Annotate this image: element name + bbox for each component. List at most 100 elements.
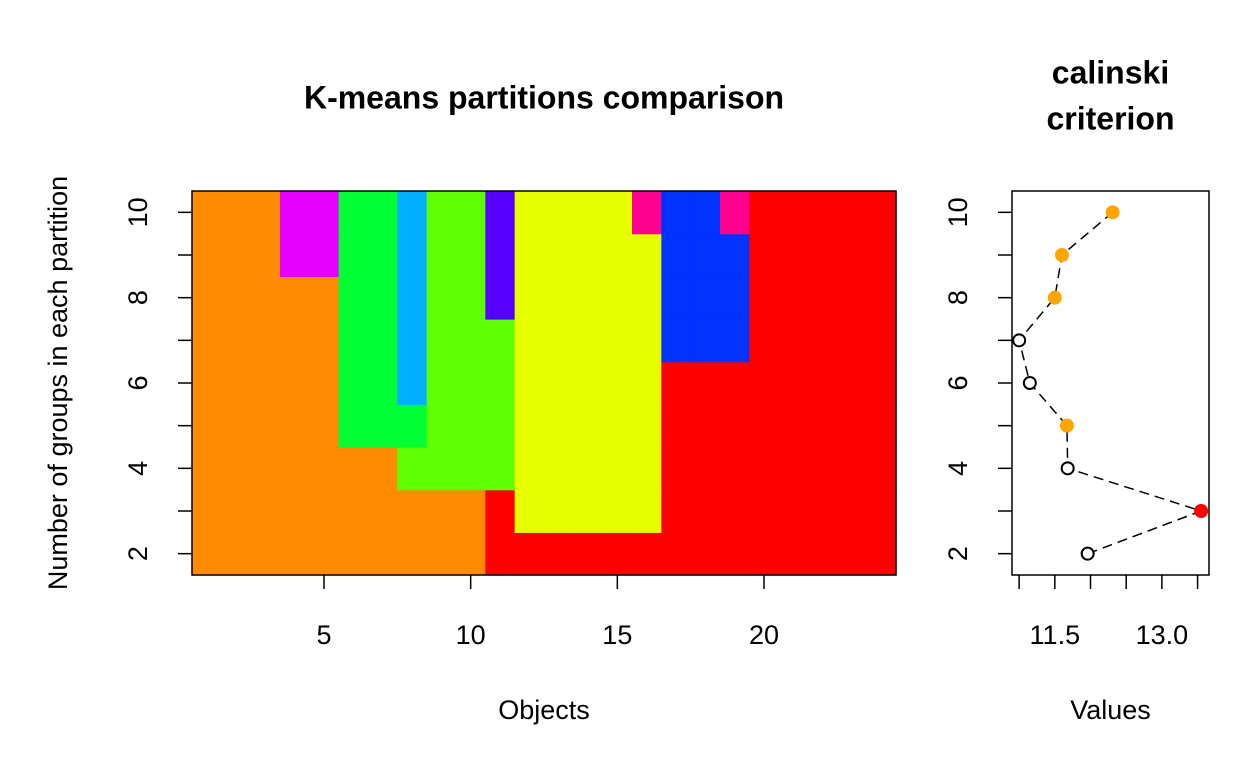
cell (250, 532, 281, 576)
cell (720, 191, 750, 235)
point (1022, 376, 1037, 390)
cell (544, 532, 574, 576)
cell (602, 276, 633, 320)
cell (456, 447, 486, 491)
cell (778, 191, 809, 235)
cell (866, 319, 897, 363)
cell (280, 233, 310, 277)
cell (632, 361, 662, 405)
cell (837, 361, 868, 405)
cell (808, 233, 838, 277)
cell (808, 489, 838, 533)
cell (720, 233, 750, 277)
cell (749, 532, 780, 576)
point (1054, 248, 1069, 262)
cell (309, 361, 340, 405)
cell (573, 319, 604, 363)
x-axis-label: Objects (498, 695, 590, 725)
cell (221, 233, 252, 277)
cell (544, 404, 574, 448)
cell (514, 233, 545, 277)
cell (573, 489, 604, 533)
cell (221, 191, 252, 235)
cell (280, 319, 310, 363)
cell (720, 319, 750, 363)
point (1059, 418, 1074, 433)
y-tick-label: 2 (943, 546, 973, 561)
cell (778, 319, 809, 363)
cell (250, 361, 281, 405)
cell (485, 233, 516, 277)
cell (632, 404, 662, 448)
cell (632, 276, 662, 320)
cell (661, 233, 692, 277)
cell (192, 447, 222, 491)
cell (690, 532, 721, 576)
cell (720, 361, 750, 405)
cell (778, 447, 809, 491)
cell (192, 532, 222, 576)
cell (602, 361, 633, 405)
cell (837, 489, 868, 533)
cell (602, 233, 633, 277)
cell (632, 447, 662, 491)
cell (221, 489, 252, 533)
cell (426, 233, 457, 277)
cell (544, 361, 574, 405)
cell (192, 319, 222, 363)
cell (368, 276, 398, 320)
cell (808, 447, 838, 491)
cell (456, 532, 486, 576)
cell (309, 404, 340, 448)
cell (837, 233, 868, 277)
cell (280, 191, 310, 235)
cell (690, 447, 721, 491)
cell (280, 489, 310, 533)
cell (866, 191, 897, 235)
cell (368, 191, 398, 235)
cell (426, 319, 457, 363)
cell (749, 404, 780, 448)
cell (397, 191, 428, 235)
cell (602, 319, 633, 363)
cell (426, 532, 457, 576)
cell (866, 532, 897, 576)
cell (426, 361, 457, 405)
cell (720, 276, 750, 320)
cell (514, 361, 545, 405)
x-tick-label: 15 (602, 620, 632, 650)
cell (514, 404, 545, 448)
cell (192, 233, 222, 277)
x-tick-label: 13.0 (1136, 620, 1189, 650)
cell (426, 404, 457, 448)
cell (837, 191, 868, 235)
cell (221, 404, 252, 448)
y-tick-label: 8 (123, 290, 153, 305)
y-tick-label: 6 (943, 375, 973, 390)
cell (309, 532, 340, 576)
cell (866, 276, 897, 320)
cell (544, 319, 574, 363)
cell (661, 191, 692, 235)
point (1012, 333, 1027, 348)
plot-frame (1011, 190, 1210, 576)
cell (338, 404, 369, 448)
cell (749, 489, 780, 533)
cell (866, 233, 897, 277)
cell (514, 191, 545, 235)
cell (192, 191, 222, 235)
cell (749, 276, 780, 320)
cell (690, 191, 721, 235)
cell (690, 361, 721, 405)
cell (720, 447, 750, 491)
cell (426, 191, 457, 235)
cell (661, 276, 692, 320)
cell (192, 404, 222, 448)
cell (661, 489, 692, 533)
y-tick-label: 10 (123, 197, 153, 227)
cell (808, 319, 838, 363)
cell (485, 489, 516, 533)
cell (602, 191, 633, 235)
cell (456, 361, 486, 405)
cell (338, 276, 369, 320)
